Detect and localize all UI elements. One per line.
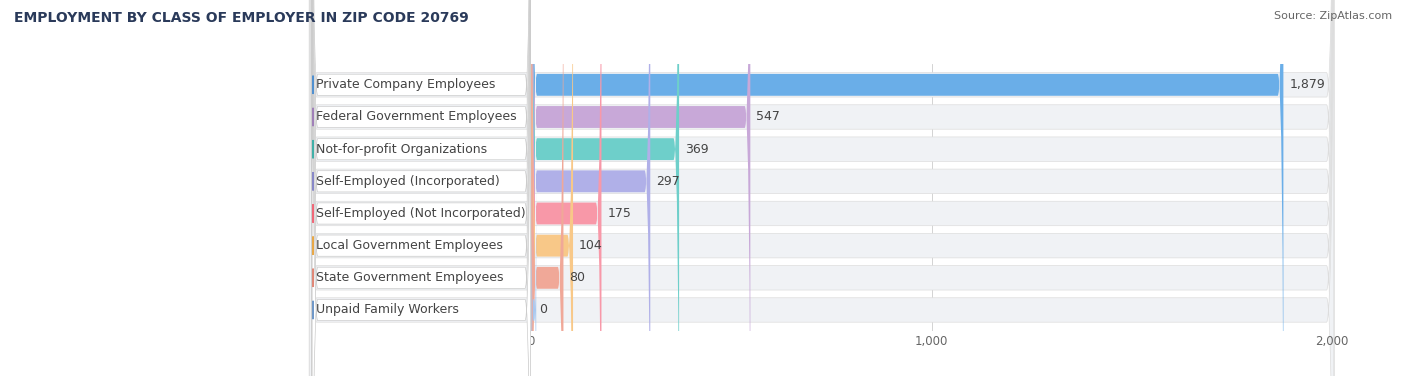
Text: Self-Employed (Incorporated): Self-Employed (Incorporated) xyxy=(315,175,499,188)
Text: Unpaid Family Workers: Unpaid Family Workers xyxy=(315,303,458,317)
FancyBboxPatch shape xyxy=(309,0,1334,376)
Text: Federal Government Employees: Federal Government Employees xyxy=(315,111,516,123)
Text: 1,879: 1,879 xyxy=(1289,78,1324,91)
FancyBboxPatch shape xyxy=(312,0,530,376)
Text: State Government Employees: State Government Employees xyxy=(315,271,503,284)
Text: 104: 104 xyxy=(579,239,603,252)
FancyBboxPatch shape xyxy=(531,0,751,376)
Text: 297: 297 xyxy=(657,175,681,188)
Text: 80: 80 xyxy=(569,271,585,284)
FancyBboxPatch shape xyxy=(531,0,651,376)
FancyBboxPatch shape xyxy=(312,0,530,376)
FancyBboxPatch shape xyxy=(309,0,1334,376)
FancyBboxPatch shape xyxy=(312,0,530,376)
Text: Local Government Employees: Local Government Employees xyxy=(315,239,502,252)
FancyBboxPatch shape xyxy=(531,0,564,376)
Text: Private Company Employees: Private Company Employees xyxy=(315,78,495,91)
FancyBboxPatch shape xyxy=(309,0,1334,376)
Text: Not-for-profit Organizations: Not-for-profit Organizations xyxy=(315,143,486,156)
FancyBboxPatch shape xyxy=(309,0,1334,376)
Text: 547: 547 xyxy=(756,111,780,123)
FancyBboxPatch shape xyxy=(531,0,574,376)
FancyBboxPatch shape xyxy=(531,160,536,376)
Text: 0: 0 xyxy=(538,303,547,317)
Text: Self-Employed (Not Incorporated): Self-Employed (Not Incorporated) xyxy=(315,207,526,220)
Text: 175: 175 xyxy=(607,207,631,220)
FancyBboxPatch shape xyxy=(531,0,602,376)
FancyBboxPatch shape xyxy=(312,0,530,376)
FancyBboxPatch shape xyxy=(309,0,1334,376)
Text: 369: 369 xyxy=(685,143,709,156)
FancyBboxPatch shape xyxy=(312,0,530,376)
Text: EMPLOYMENT BY CLASS OF EMPLOYER IN ZIP CODE 20769: EMPLOYMENT BY CLASS OF EMPLOYER IN ZIP C… xyxy=(14,11,468,25)
FancyBboxPatch shape xyxy=(309,0,1334,376)
Text: Source: ZipAtlas.com: Source: ZipAtlas.com xyxy=(1274,11,1392,21)
FancyBboxPatch shape xyxy=(531,0,679,376)
FancyBboxPatch shape xyxy=(531,0,1284,376)
FancyBboxPatch shape xyxy=(312,0,530,376)
FancyBboxPatch shape xyxy=(309,0,1334,376)
FancyBboxPatch shape xyxy=(312,0,530,376)
FancyBboxPatch shape xyxy=(312,0,530,376)
FancyBboxPatch shape xyxy=(309,0,1334,376)
